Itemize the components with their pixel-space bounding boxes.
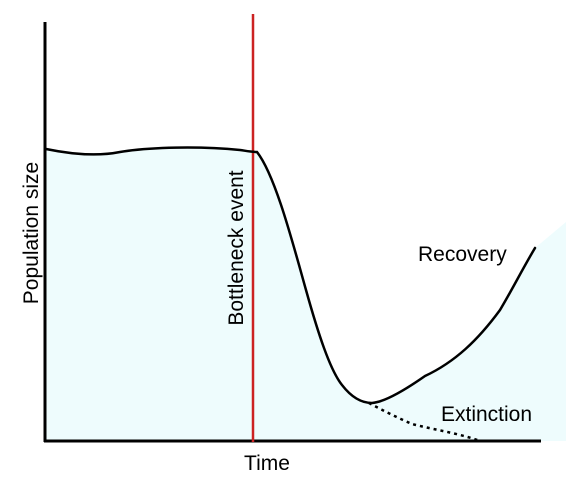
extinction-curve: [368, 401, 481, 443]
recovery-label: Recovery: [418, 243, 507, 266]
x-axis-label: Time: [244, 452, 290, 475]
y-axis-label: Population size: [20, 162, 43, 304]
population-curve: [44, 146, 537, 405]
extinction-label: Extinction: [441, 403, 532, 426]
bottleneck-event-label: Bottleneck event: [225, 170, 248, 325]
